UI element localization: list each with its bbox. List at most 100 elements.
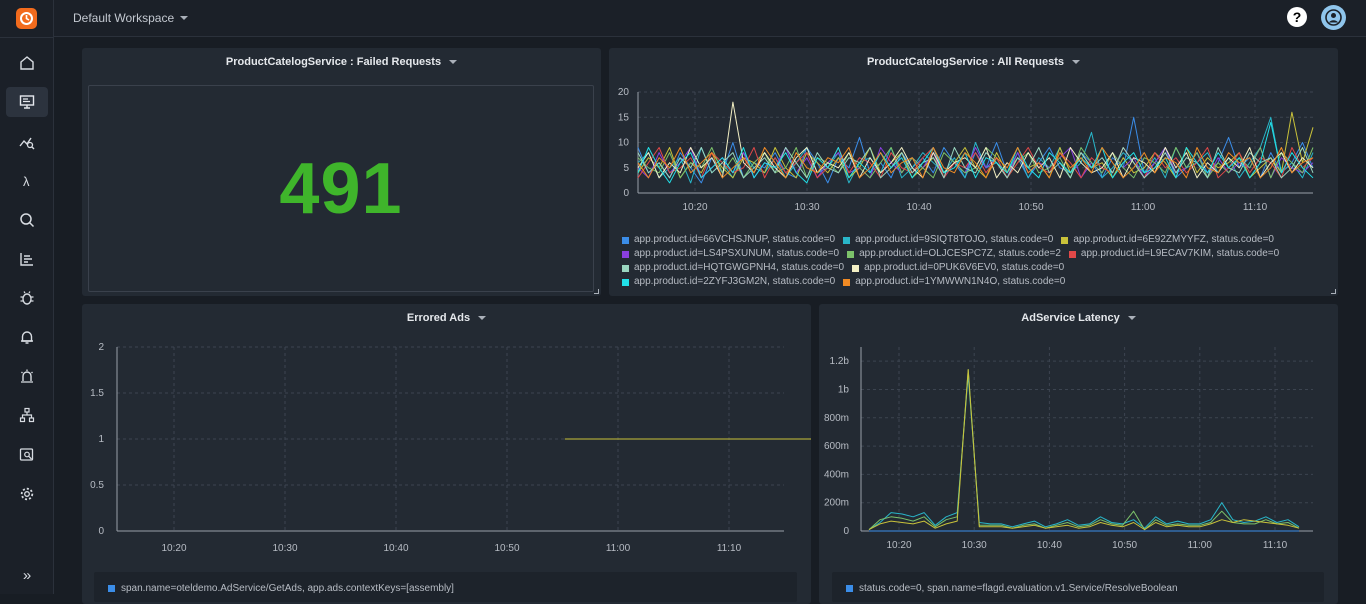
user-icon — [1325, 9, 1342, 26]
panel-title-errored-ads[interactable]: Errored Ads — [82, 312, 811, 324]
panel-title-failed-requests[interactable]: ProductCatelogService : Failed Requests — [82, 56, 601, 68]
legend-label: app.product.id=0PUK6V6EV0, status.code=0 — [864, 262, 1065, 273]
bug-icon — [20, 291, 34, 305]
x-tick-label: 11:00 — [1131, 202, 1156, 213]
legend-item[interactable]: app.product.id=6E92ZMYYFZ, status.code=0 — [1061, 233, 1274, 247]
failed-requests-count: 491 — [279, 148, 403, 229]
sidebar-item-service-map[interactable] — [6, 400, 48, 430]
legend-swatch — [622, 278, 629, 286]
chevron-down-icon[interactable] — [449, 60, 458, 65]
legend-label: app.product.id=2ZYFJ3GM2N, status.code=0 — [634, 276, 836, 287]
all-requests-chart: 0 5 10 15 20 10:20 10:30 10:40 10:50 11:00 11:10 — [618, 87, 1314, 213]
y-tick-label: 1.2b — [830, 356, 850, 367]
series-line — [868, 369, 1300, 531]
x-tick-label: 10:40 — [383, 543, 408, 554]
analytics-icon — [19, 448, 34, 461]
panel-errored-ads: Errored Ads 0 0.5 1 1.5 2 10:20 10:30 10:40 10:5… — [82, 304, 811, 604]
legend-item[interactable]: app.product.id=0PUK6V6EV0, status.code=0 — [852, 261, 1064, 275]
resize-handle[interactable] — [1331, 289, 1336, 294]
all-requests-legend: app.product.id=66VCHSJNUP, status.code=0… — [622, 233, 1287, 289]
sidebar-item-alerts[interactable] — [6, 322, 48, 352]
x-tick-label: 11:10 — [1243, 202, 1268, 213]
user-avatar[interactable] — [1321, 5, 1346, 30]
sidebar-item-metrics[interactable] — [6, 127, 48, 157]
x-tick-label: 10:20 — [682, 202, 707, 213]
legend-item[interactable]: status.code=0, span.name=flagd.evaluatio… — [846, 583, 1178, 594]
hierarchy-icon — [19, 407, 35, 423]
sidebar-item-functions[interactable]: λ — [6, 166, 48, 196]
legend-item[interactable]: app.product.id=2ZYFJ3GM2N, status.code=0 — [622, 275, 835, 289]
sidebar-item-settings[interactable] — [6, 479, 48, 509]
chevron-down-icon[interactable] — [1127, 316, 1136, 321]
legend-swatch — [1061, 236, 1069, 244]
resize-handle[interactable] — [594, 289, 599, 294]
x-tick-label: 10:20 — [886, 540, 911, 551]
series-line — [637, 147, 1314, 179]
legend-swatch — [846, 585, 853, 592]
y-tick-label: 800m — [824, 413, 849, 424]
legend-label: span.name=oteldemo.AdService/GetAds, app… — [121, 583, 454, 594]
legend-swatch — [622, 250, 629, 258]
sidebar-item-reports[interactable] — [6, 244, 48, 274]
x-tick-label: 10:40 — [906, 202, 931, 213]
chevron-down-icon[interactable] — [478, 316, 487, 321]
panel-title-all-requests[interactable]: ProductCatelogService : All Requests — [609, 56, 1338, 68]
sidebar: λ » — [0, 0, 54, 594]
legend-label: status.code=0, span.name=flagd.evaluatio… — [859, 583, 1178, 594]
y-tick-label: 0 — [843, 526, 849, 537]
legend-row: app.product.id=HQTGWGPNH4, status.code=0… — [622, 261, 1287, 275]
legend-label: app.product.id=66VCHSJNUP, status.code=0 — [634, 234, 836, 245]
x-tick-label: 11:10 — [1263, 540, 1288, 551]
legend-label: app.product.id=6E92ZMYYFZ, status.code=0 — [1073, 234, 1274, 245]
home-icon — [20, 56, 34, 70]
legend-item[interactable]: app.product.id=66VCHSJNUP, status.code=0 — [622, 233, 835, 247]
sidebar-item-analytics[interactable] — [6, 440, 48, 470]
lambda-icon: λ — [23, 174, 30, 189]
y-tick-label: 1.5 — [90, 388, 104, 399]
series-line — [637, 147, 1314, 179]
reports-icon — [20, 253, 33, 266]
legend-item[interactable]: app.product.id=OLJCESPC7Z, status.code=2 — [847, 247, 1061, 261]
top-bar: Default Workspace ? — [54, 0, 1366, 37]
legend-item[interactable]: app.product.id=LS4PSXUNUM, status.code=0 — [622, 247, 839, 261]
y-tick-label: 15 — [618, 112, 630, 123]
logo-icon — [20, 12, 33, 25]
workspace-selector[interactable]: Default Workspace — [73, 11, 189, 25]
workspace-name: Default Workspace — [73, 11, 175, 25]
panel-adservice-latency: AdService Latency 0 200m 400m 600m 800m 1b 1.2… — [819, 304, 1338, 604]
legend-item[interactable]: span.name=oteldemo.AdService/GetAds, app… — [108, 583, 454, 594]
sidebar-expand-button[interactable]: » — [22, 566, 32, 584]
legend-swatch — [622, 236, 629, 244]
legend-swatch — [622, 264, 629, 272]
alarm-icon — [21, 369, 33, 383]
legend-item[interactable]: app.product.id=HQTGWGPNH4, status.code=0 — [622, 261, 844, 275]
sidebar-item-incidents[interactable] — [6, 361, 48, 391]
x-tick-label: 10:30 — [794, 202, 819, 213]
sidebar-item-bugs[interactable] — [6, 283, 48, 313]
help-button[interactable]: ? — [1287, 7, 1307, 27]
y-tick-label: 2 — [98, 342, 104, 353]
legend-label: app.product.id=1YMWWN1N4O, status.code=0 — [855, 276, 1066, 287]
metrics-icon — [19, 137, 35, 150]
y-tick-label: 0 — [98, 526, 104, 537]
y-tick-label: 600m — [824, 441, 849, 452]
legend-item[interactable]: app.product.id=L9ECAV7KIM, status.code=0 — [1068, 247, 1279, 261]
y-tick-label: 10 — [618, 138, 630, 149]
sidebar-item-home[interactable] — [6, 48, 48, 78]
errored-ads-legend: span.name=oteldemo.AdService/GetAds, app… — [94, 572, 797, 602]
legend-item[interactable]: app.product.id=1YMWWN1N4O, status.code=0 — [843, 275, 1065, 289]
sidebar-item-search[interactable] — [6, 205, 48, 235]
legend-swatch — [1068, 250, 1076, 258]
legend-item[interactable]: app.product.id=9SIQT8TOJO, status.code=0 — [843, 233, 1053, 247]
panel-title-adservice-latency[interactable]: AdService Latency — [819, 312, 1338, 324]
x-tick-label: 11:00 — [1188, 540, 1213, 551]
chevron-down-icon[interactable] — [1072, 60, 1081, 65]
sidebar-item-dashboards[interactable] — [6, 87, 48, 117]
gear-icon — [20, 487, 34, 501]
panel-title-text: Errored Ads — [406, 312, 471, 324]
app-logo[interactable] — [16, 8, 37, 29]
x-tick-label: 10:30 — [962, 540, 987, 551]
legend-swatch — [847, 250, 855, 258]
y-tick-label: 200m — [824, 498, 849, 509]
x-tick-label: 10:50 — [494, 543, 519, 554]
